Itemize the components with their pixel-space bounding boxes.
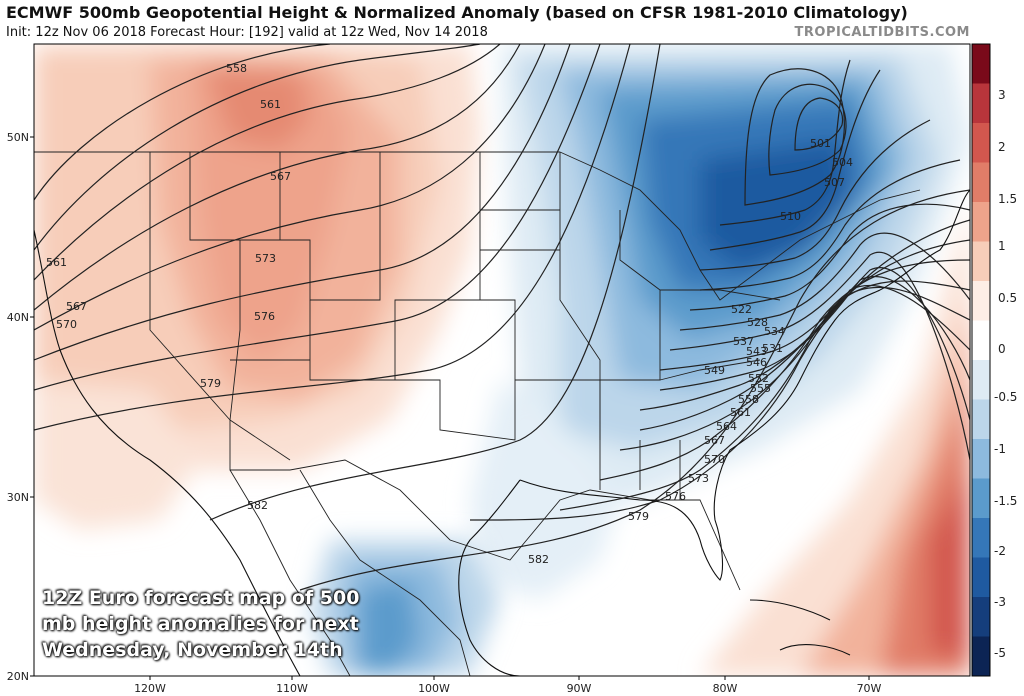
colorbar-label: 0 — [998, 342, 1006, 356]
colorbar-swatch — [972, 636, 990, 677]
lat-label-40n: 40N — [7, 311, 29, 324]
lat-label-20n: 20N — [7, 670, 29, 683]
contour-label: 528 — [747, 316, 768, 329]
contour-label: 579 — [628, 510, 649, 523]
contour-label: 510 — [780, 210, 801, 223]
caption-line-1: 12Z Euro forecast map of 500 — [42, 587, 360, 609]
map-subtitle: Init: 12z Nov 06 2018 Forecast Hour: [19… — [6, 25, 488, 40]
colorbar-label: 3 — [998, 88, 1006, 102]
colorbar-swatch — [972, 597, 990, 637]
caption-line-2: mb height anomalies for next — [42, 613, 359, 635]
colorbar-swatch — [972, 557, 990, 598]
contour-label: 534 — [764, 325, 785, 338]
colorbar-swatch — [972, 478, 990, 519]
contour-label: 522 — [731, 303, 752, 316]
colorbar — [971, 43, 991, 677]
contour-label: 552 — [748, 372, 769, 385]
coastlines — [34, 189, 970, 676]
lon-label-80w: 80W — [713, 682, 738, 695]
colorbar-label: -1.5 — [994, 494, 1017, 508]
political-borders — [34, 151, 921, 676]
colorbar-label: -1 — [994, 442, 1006, 456]
colorbar-swatch — [972, 439, 990, 479]
contour-label: 537 — [733, 335, 754, 348]
colorbar-swatch — [972, 281, 990, 321]
colorbar-swatch — [972, 241, 990, 282]
lon-label-90w: 90W — [567, 682, 592, 695]
colorbar-swatch — [972, 320, 990, 361]
colorbar-swatch — [972, 44, 990, 84]
colorbar-label: 0.5 — [998, 291, 1017, 305]
map-title: ECMWF 500mb Geopotential Height & Normal… — [6, 3, 908, 22]
contour-label: 582 — [528, 553, 549, 566]
map-frame — [33, 43, 971, 677]
height-contours — [34, 44, 970, 591]
contour-label: 570 — [56, 318, 77, 331]
contour-label: 504 — [832, 156, 853, 169]
contour-label: 543 — [746, 345, 767, 358]
colorbar-swatch — [972, 83, 990, 124]
colorbar-label: -5 — [994, 646, 1006, 660]
lon-label-100w: 100W — [418, 682, 450, 695]
contour-label: 561 — [260, 98, 281, 111]
contour-label: 558 — [738, 393, 759, 406]
lon-label-110w: 110W — [276, 682, 308, 695]
colorbar-label: -2 — [994, 544, 1006, 558]
contour-label: 564 — [716, 420, 737, 433]
map-header: ECMWF 500mb Geopotential Height & Normal… — [0, 0, 1024, 44]
latitude-axis: 50N 40N 30N 20N — [7, 131, 34, 683]
contour-label: 549 — [704, 364, 725, 377]
caption-line-3: Wednesday, November 14th — [42, 639, 343, 661]
colorbar-label: 1 — [998, 239, 1006, 253]
contour-label: 555 — [750, 382, 771, 395]
contour-label: 567 — [704, 434, 725, 447]
contour-label: 567 — [270, 170, 291, 183]
lat-label-30n: 30N — [7, 491, 29, 504]
colorbar-label: 1.5 — [998, 192, 1017, 206]
contour-label: 570 — [704, 453, 725, 466]
colorbar-label: 2 — [998, 140, 1006, 154]
contour-label: 561 — [46, 256, 67, 269]
colorbar-label: -0.5 — [994, 390, 1017, 404]
contour-label: 573 — [255, 252, 276, 265]
contour-label: 576 — [665, 490, 686, 503]
lat-label-50n: 50N — [7, 131, 29, 144]
contour-label: 501 — [810, 137, 831, 150]
colorbar-swatch — [972, 360, 990, 400]
map-caption: 12Z Euro forecast map of 500 mb height a… — [42, 585, 360, 663]
colorbar-labels: 3 2 1.5 1 0.5 0 -0.5 -1 -1.5 -2 -3 -5 — [994, 88, 1017, 660]
colorbar-swatch — [972, 202, 990, 242]
colorbar-swatch — [972, 399, 990, 440]
contour-label: 546 — [746, 356, 767, 369]
colorbar-label: -3 — [994, 595, 1006, 609]
contour-label: 558 — [226, 62, 247, 75]
contour-label: 507 — [824, 176, 845, 189]
colorbar-frame — [971, 43, 991, 677]
contour-label: 579 — [200, 377, 221, 390]
contour-label: 582 — [247, 499, 268, 512]
contour-labels: 558 561 567 561 573 567 570 576 579 582 … — [46, 62, 853, 566]
longitude-axis: 120W 110W 100W 90W 80W 70W — [134, 676, 882, 695]
colorbar-swatch — [972, 162, 990, 203]
contour-label: 567 — [66, 300, 87, 313]
contour-label: 576 — [254, 310, 275, 323]
contour-label: 531 — [762, 342, 783, 355]
brand-watermark: TROPICALTIDBITS.COM — [794, 25, 970, 40]
map-plot-area: 558 561 567 561 573 567 570 576 579 582 … — [34, 44, 970, 676]
contour-label: 561 — [730, 406, 751, 419]
colorbar-swatch — [972, 518, 990, 558]
contour-label: 573 — [688, 472, 709, 485]
lon-label-70w: 70W — [857, 682, 882, 695]
lon-label-120w: 120W — [134, 682, 166, 695]
positive-anomaly-atlantic — [700, 200, 970, 676]
colorbar-swatch — [972, 123, 990, 163]
